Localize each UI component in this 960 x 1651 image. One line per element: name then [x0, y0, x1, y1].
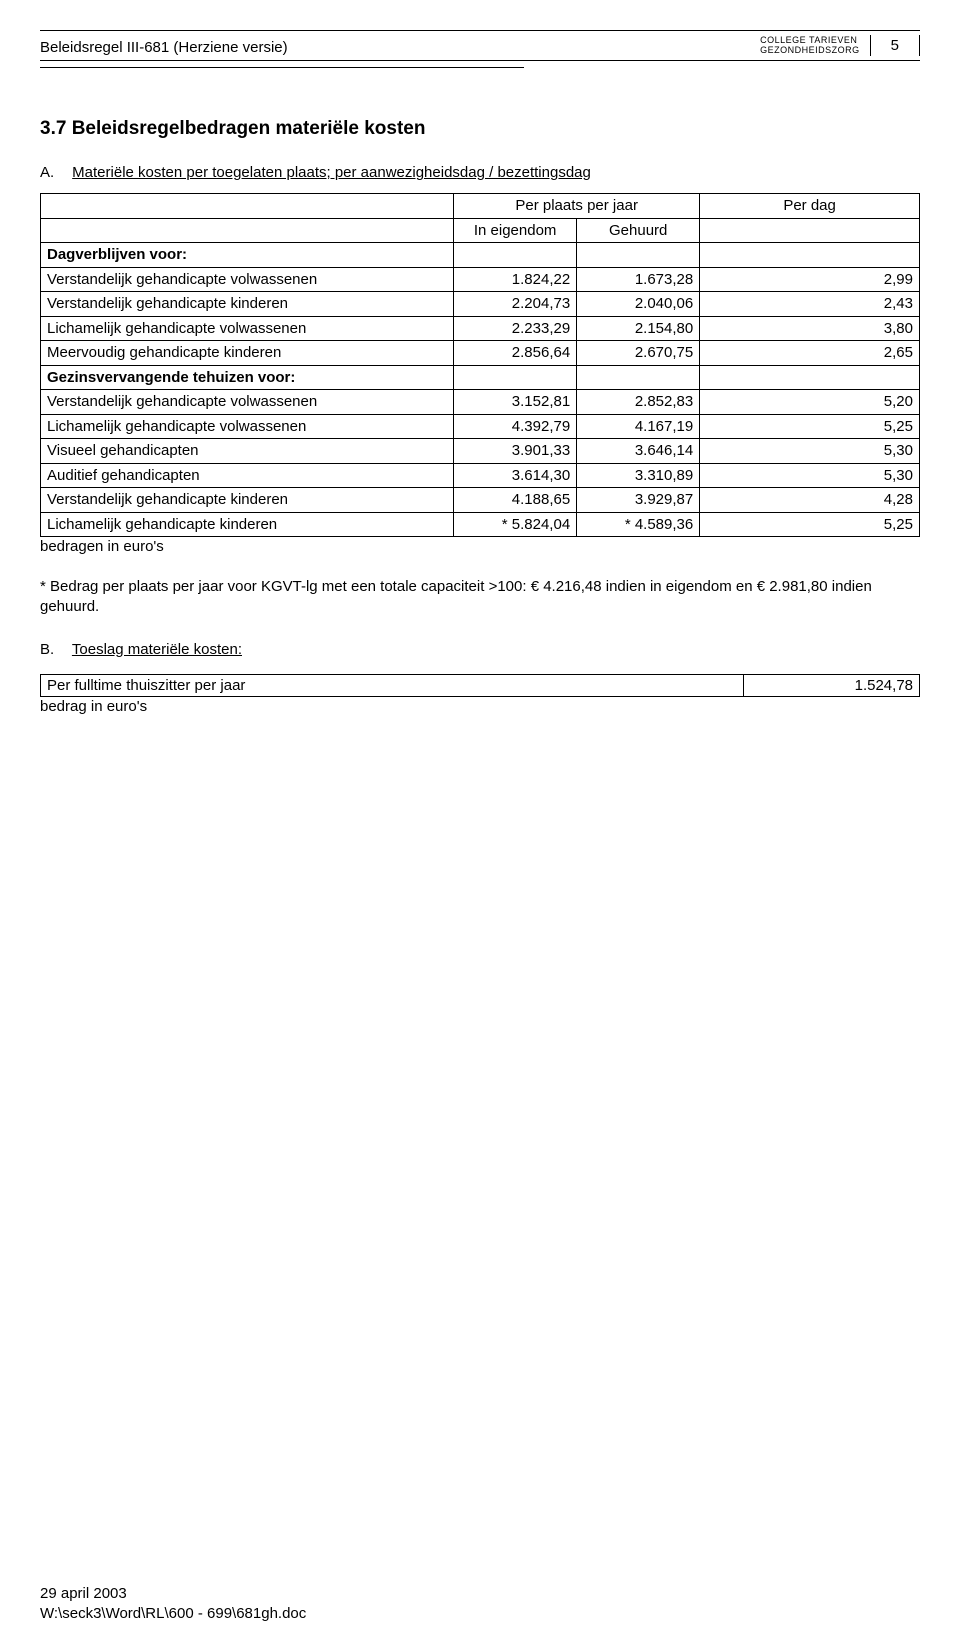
row-label: Lichamelijk gehandicapte kinderen	[41, 512, 454, 537]
row-val: 2.856,64	[454, 341, 577, 366]
toeslag-label: Per fulltime thuiszitter per jaar	[41, 674, 744, 696]
row-val: 5,20	[700, 390, 920, 415]
th-empty-2	[41, 218, 454, 243]
row-label: Verstandelijk gehandicapte kinderen	[41, 292, 454, 317]
table-header-row-1: Per plaats per jaar Per dag	[41, 194, 920, 219]
th-per-plaats: Per plaats per jaar	[454, 194, 700, 219]
note-bedragen: bedragen in euro's	[40, 538, 920, 555]
table-header-row-2: In eigendom Gehuurd	[41, 218, 920, 243]
subsection-a-letter: A.	[40, 164, 68, 181]
row-val: * 5.824,04	[454, 512, 577, 537]
page-header: Beleidsregel III-681 (Herziene versie) C…	[40, 30, 920, 61]
table-row: Lichamelijk gehandicapte volwassenen 4.3…	[41, 414, 920, 439]
row-val: 3.152,81	[454, 390, 577, 415]
row-val: 5,30	[700, 439, 920, 464]
th-empty-3	[700, 218, 920, 243]
table-row: Meervoudig gehandicapte kinderen 2.856,6…	[41, 341, 920, 366]
footer-date: 29 april 2003	[40, 1584, 306, 1604]
table-row: Verstandelijk gehandicapte volwassenen 3…	[41, 390, 920, 415]
row-val: 4.392,79	[454, 414, 577, 439]
page-footer: 29 april 2003 W:\seck3\Word\RL\600 - 699…	[40, 1584, 306, 1623]
row-val: 3.929,87	[577, 488, 700, 513]
table-row: Verstandelijk gehandicapte kinderen 2.20…	[41, 292, 920, 317]
table-row: Verstandelijk gehandicapte volwassenen 1…	[41, 267, 920, 292]
row-val: 2.154,80	[577, 316, 700, 341]
row-label: Verstandelijk gehandicapte kinderen	[41, 488, 454, 513]
group-header-gezins: Gezinsvervangende tehuizen voor:	[41, 365, 920, 390]
row-val: 2.233,29	[454, 316, 577, 341]
table-row: Per fulltime thuiszitter per jaar 1.524,…	[41, 674, 920, 696]
row-val: 3.901,33	[454, 439, 577, 464]
page-number: 5	[870, 35, 920, 56]
toeslag-value: 1.524,78	[744, 674, 920, 696]
row-label: Visueel gehandicapten	[41, 439, 454, 464]
subsection-b: B. Toeslag materiële kosten:	[40, 640, 920, 660]
row-val: 3.310,89	[577, 463, 700, 488]
table-materiele-kosten: Per plaats per jaar Per dag In eigendom …	[40, 193, 920, 537]
row-val: 1.824,22	[454, 267, 577, 292]
row-val: 2,65	[700, 341, 920, 366]
row-val: 3,80	[700, 316, 920, 341]
header-right: COLLEGE TARIEVEN GEZONDHEIDSZORG 5	[760, 35, 920, 56]
row-val: 2.852,83	[577, 390, 700, 415]
row-val: 2,99	[700, 267, 920, 292]
table-row: Visueel gehandicapten 3.901,33 3.646,14 …	[41, 439, 920, 464]
th-gehuurd: Gehuurd	[577, 218, 700, 243]
row-label: Lichamelijk gehandicapte volwassenen	[41, 316, 454, 341]
row-val: 4.167,19	[577, 414, 700, 439]
footnote-star: * Bedrag per plaats per jaar voor KGVT-l…	[40, 577, 920, 618]
row-label: Verstandelijk gehandicapte volwassenen	[41, 267, 454, 292]
subsection-a-text: Materiële kosten per toegelaten plaats; …	[72, 164, 591, 181]
th-empty	[41, 194, 454, 219]
row-val: 3.646,14	[577, 439, 700, 464]
table-toeslag: Per fulltime thuiszitter per jaar 1.524,…	[40, 674, 920, 697]
row-val: 1.673,28	[577, 267, 700, 292]
row-val: 5,25	[700, 512, 920, 537]
logo-line2: GEZONDHEIDSZORG	[760, 46, 860, 56]
org-logo: COLLEGE TARIEVEN GEZONDHEIDSZORG	[760, 36, 860, 56]
table-row: Lichamelijk gehandicapte kinderen * 5.82…	[41, 512, 920, 537]
section-number: 3.7	[40, 118, 66, 139]
row-val: 2.204,73	[454, 292, 577, 317]
table-row: Lichamelijk gehandicapte volwassenen 2.2…	[41, 316, 920, 341]
row-val: 2,43	[700, 292, 920, 317]
group-header-dagverblijven: Dagverblijven voor:	[41, 243, 920, 268]
section-text: Beleidsregelbedragen materiële kosten	[72, 118, 426, 139]
table-row: Auditief gehandicapten 3.614,30 3.310,89…	[41, 463, 920, 488]
row-val: 2.670,75	[577, 341, 700, 366]
subsection-b-letter: B.	[40, 640, 68, 660]
subsection-a: A. Materiële kosten per toegelaten plaat…	[40, 164, 920, 181]
row-label: Meervoudig gehandicapte kinderen	[41, 341, 454, 366]
th-eigendom: In eigendom	[454, 218, 577, 243]
group2-label: Gezinsvervangende tehuizen voor:	[41, 365, 454, 390]
row-val: 4,28	[700, 488, 920, 513]
group1-label: Dagverblijven voor:	[41, 243, 454, 268]
row-val: 5,25	[700, 414, 920, 439]
subsection-b-text: Toeslag materiële kosten:	[72, 641, 242, 658]
th-per-dag: Per dag	[700, 194, 920, 219]
row-val: 5,30	[700, 463, 920, 488]
row-val: * 4.589,36	[577, 512, 700, 537]
table-row: Verstandelijk gehandicapte kinderen 4.18…	[41, 488, 920, 513]
footer-path: W:\seck3\Word\RL\600 - 699\681gh.doc	[40, 1604, 306, 1624]
doc-title: Beleidsregel III-681 (Herziene versie)	[40, 39, 288, 56]
note-bedrag: bedrag in euro's	[40, 698, 920, 715]
header-rule	[40, 67, 524, 68]
row-label: Verstandelijk gehandicapte volwassenen	[41, 390, 454, 415]
row-val: 2.040,06	[577, 292, 700, 317]
section-title: 3.7 Beleidsregelbedragen materiële koste…	[40, 118, 920, 140]
row-val: 3.614,30	[454, 463, 577, 488]
row-label: Auditief gehandicapten	[41, 463, 454, 488]
row-val: 4.188,65	[454, 488, 577, 513]
row-label: Lichamelijk gehandicapte volwassenen	[41, 414, 454, 439]
